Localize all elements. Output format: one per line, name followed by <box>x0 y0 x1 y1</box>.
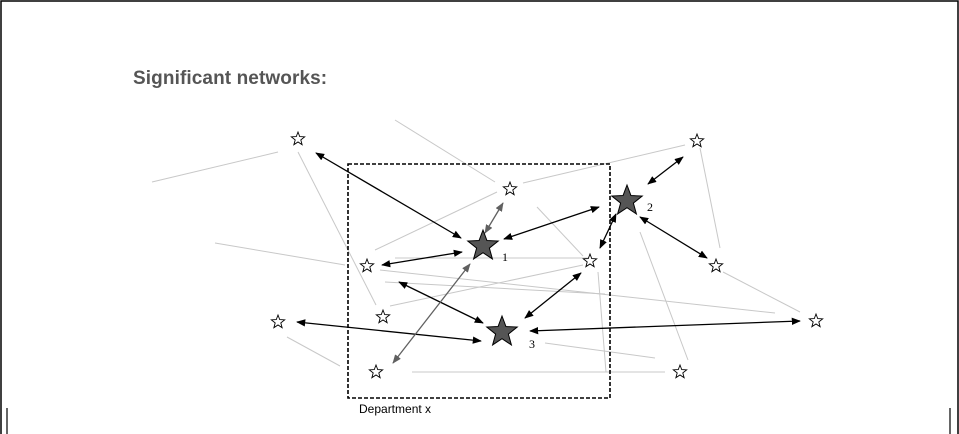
weak-link <box>544 342 656 359</box>
gray-link <box>392 263 471 364</box>
peer-nodes <box>270 130 824 379</box>
weak-link <box>151 151 279 183</box>
strong-link <box>524 272 582 319</box>
peer-node-star-icon <box>270 313 286 329</box>
weak-link <box>297 151 377 306</box>
strong-links <box>296 152 801 344</box>
strong-link <box>599 213 617 249</box>
weak-link <box>597 271 607 373</box>
strong-link <box>639 216 708 259</box>
peer-node-star-icon <box>290 130 306 146</box>
strong-link <box>503 206 600 240</box>
department-boundary <box>347 163 611 399</box>
weak-link <box>699 147 721 249</box>
strong-link <box>398 281 484 324</box>
weak-link <box>639 231 689 361</box>
strong-link <box>296 319 482 344</box>
peer-node-star-icon <box>368 363 384 379</box>
peer-node-star-icon <box>582 252 598 268</box>
weak-link <box>394 119 496 183</box>
peer-node-star-icon <box>689 132 705 148</box>
hub-nodes: 1 2 3 <box>466 183 653 351</box>
strong-link <box>647 156 684 185</box>
hub-3-star-icon <box>485 314 519 347</box>
peer-node-star-icon <box>808 312 824 328</box>
gray-link <box>484 202 504 234</box>
page-title: Significant networks: <box>133 68 328 89</box>
weak-link <box>286 336 341 367</box>
hub-2-star-icon <box>610 183 644 216</box>
hub-3-label: 3 <box>529 337 535 351</box>
strong-link <box>381 249 463 268</box>
peer-node-star-icon <box>359 257 375 273</box>
weak-link <box>214 242 346 266</box>
peer-node-star-icon <box>375 308 391 324</box>
peer-node-star-icon <box>502 180 518 196</box>
department-label: Department x <box>359 402 432 416</box>
strong-link <box>529 317 801 335</box>
weak-link <box>722 271 801 313</box>
hub-1-star-icon <box>466 228 500 261</box>
gray-links <box>392 202 504 364</box>
peer-node-star-icon <box>672 363 688 379</box>
hub-1-label: 1 <box>502 250 508 264</box>
strong-link <box>315 152 462 239</box>
weak-link <box>389 264 584 307</box>
hub-2-label: 2 <box>647 200 653 214</box>
peer-node-star-icon <box>708 257 724 273</box>
